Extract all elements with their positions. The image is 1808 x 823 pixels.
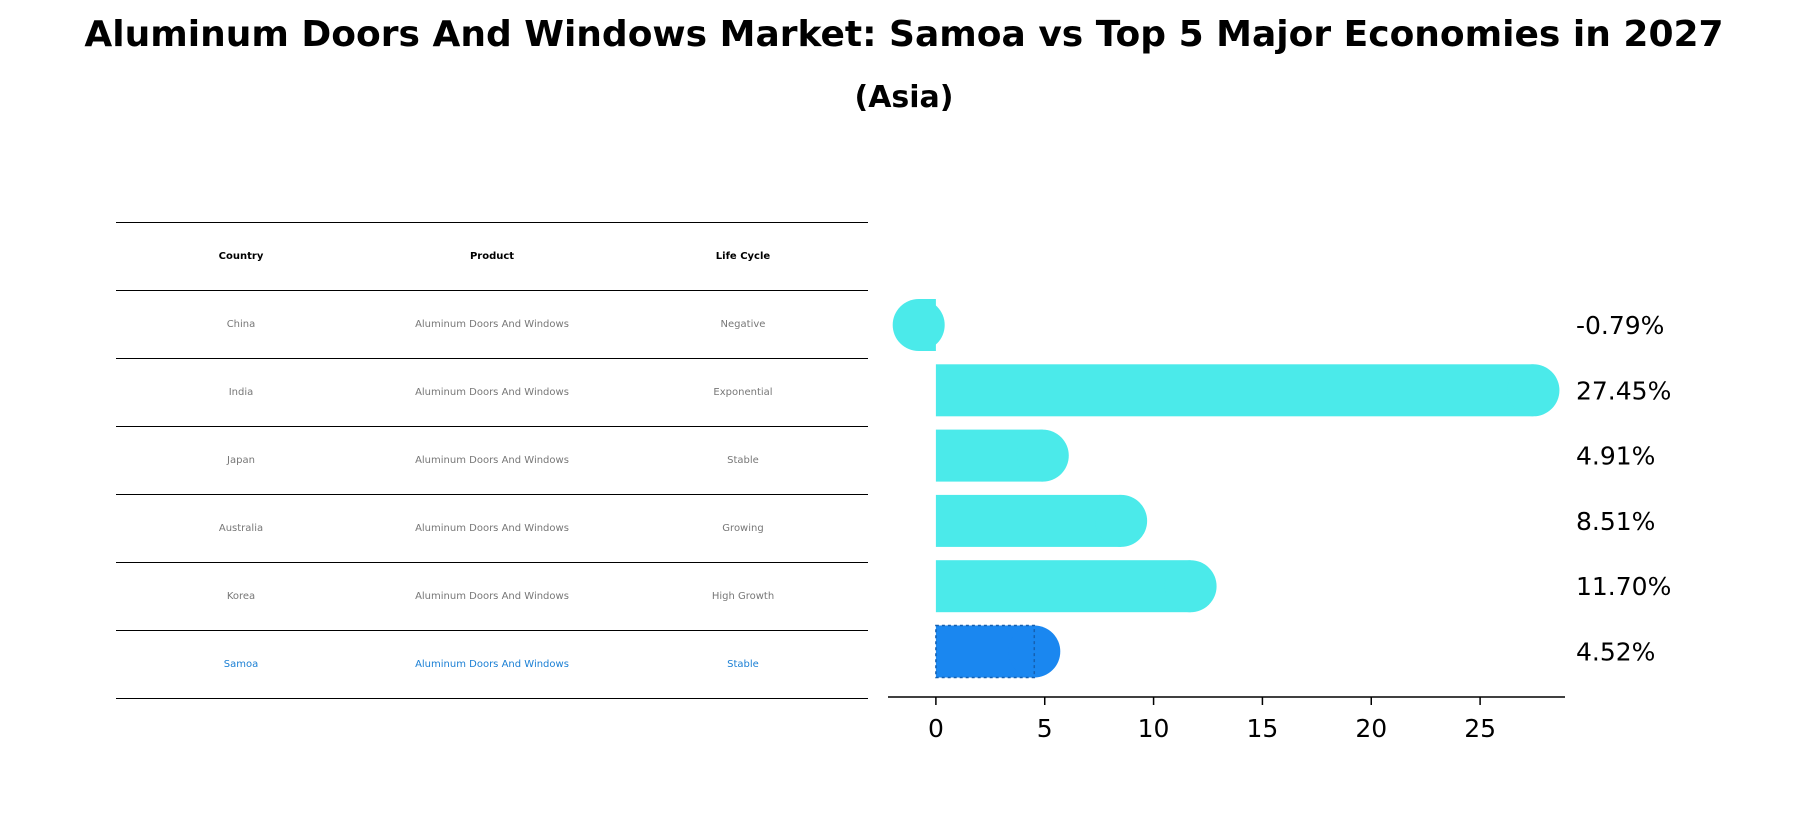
table-row: China Aluminum Doors And Windows Negativ… xyxy=(116,290,868,358)
cell-product: Aluminum Doors And Windows xyxy=(415,523,569,534)
bar-value-label: 11.70% xyxy=(1576,572,1671,601)
table-row: Japan Aluminum Doors And Windows Stable xyxy=(116,426,868,494)
table-header-row: Country Product Life Cycle xyxy=(116,222,868,290)
x-tick-label: 25 xyxy=(1464,714,1496,743)
bar-australia xyxy=(935,494,1122,547)
bar-value-label: 4.52% xyxy=(1576,638,1655,667)
x-tick-label: 15 xyxy=(1247,714,1279,743)
cell-country: Korea xyxy=(226,591,256,602)
header-life-cycle: Life Cycle xyxy=(715,251,771,262)
table-row: Australia Aluminum Doors And Windows Gro… xyxy=(116,494,868,562)
x-tick-label: 0 xyxy=(928,714,944,743)
bar-cap-japan xyxy=(1016,429,1069,482)
table-row: Korea Aluminum Doors And Windows High Gr… xyxy=(116,562,868,630)
cell-country: India xyxy=(228,387,254,398)
table-row-highlighted: Samoa Aluminum Doors And Windows Stable xyxy=(116,630,868,699)
bar-value-label: 27.45% xyxy=(1576,376,1671,405)
bar-cap-australia xyxy=(1095,494,1148,547)
chart-title: Aluminum Doors And Windows Market: Samoa… xyxy=(84,14,1724,55)
bar-india xyxy=(935,364,1534,417)
table-row: India Aluminum Doors And Windows Exponen… xyxy=(116,358,868,426)
cell-life-cycle: Growing xyxy=(722,523,764,534)
comparison-table: Country Product Life Cycle China Aluminu… xyxy=(116,222,868,699)
cell-life-cycle: Negative xyxy=(720,319,766,330)
cell-country: Samoa xyxy=(223,659,259,670)
cell-product: Aluminum Doors And Windows xyxy=(415,319,569,330)
cell-country: China xyxy=(226,319,256,330)
cell-country: Japan xyxy=(227,455,255,466)
bar-cap-korea xyxy=(1164,560,1217,613)
cell-product: Aluminum Doors And Windows xyxy=(415,659,569,670)
bar-highlight-outline xyxy=(935,624,1036,679)
cell-life-cycle: Stable xyxy=(727,455,759,466)
bar-cap-india xyxy=(1507,364,1560,417)
cell-life-cycle: Stable xyxy=(727,659,759,670)
x-tick-label: 20 xyxy=(1355,714,1387,743)
cell-product: Aluminum Doors And Windows xyxy=(415,387,569,398)
header-product: Product xyxy=(469,251,515,262)
cell-product: Aluminum Doors And Windows xyxy=(415,591,569,602)
cell-life-cycle: Exponential xyxy=(713,387,773,398)
bar-value-label: 8.51% xyxy=(1576,507,1655,536)
chart-subtitle: (Asia) xyxy=(854,80,954,115)
bar-value-label: -0.79% xyxy=(1576,311,1664,340)
cell-country: Australia xyxy=(218,523,264,534)
bar-cap-china xyxy=(892,299,945,351)
bar-value-label: 4.91% xyxy=(1576,442,1655,471)
cell-life-cycle: High Growth xyxy=(711,591,775,602)
header-country: Country xyxy=(218,251,264,262)
cell-product: Aluminum Doors And Windows xyxy=(415,455,569,466)
x-tick-label: 10 xyxy=(1138,714,1170,743)
bar-korea xyxy=(935,560,1191,613)
bar-cap-samoa xyxy=(1008,625,1061,678)
x-tick-label: 5 xyxy=(1037,714,1053,743)
